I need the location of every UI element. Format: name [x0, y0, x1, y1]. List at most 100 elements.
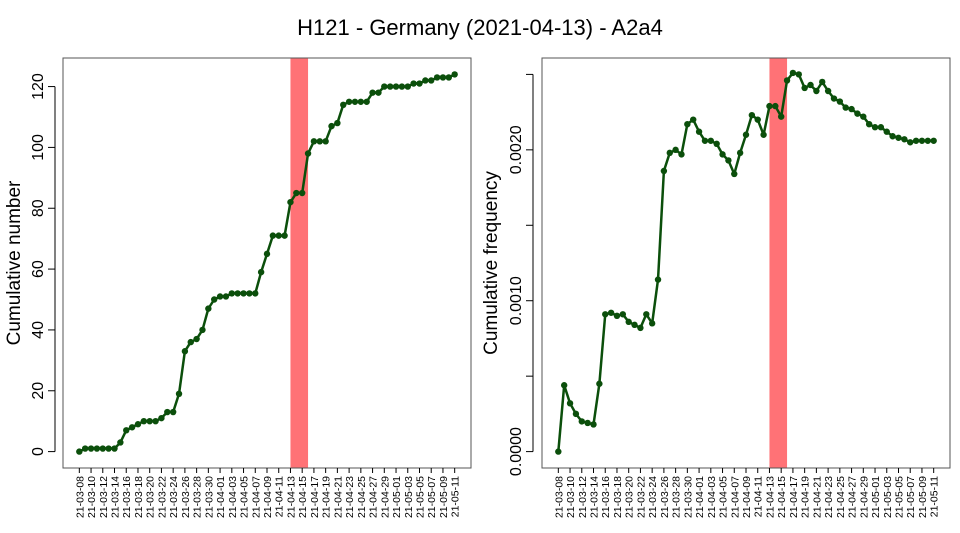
data-point [701, 137, 709, 144]
x-tick-label: 21-04-23 [823, 476, 835, 518]
data-point [398, 83, 406, 90]
data-point [328, 122, 335, 130]
y-tick-label: 0 [30, 447, 47, 456]
x-tick-label: 21-04-13 [764, 476, 776, 518]
data-point [181, 348, 189, 355]
data-point [381, 83, 388, 90]
chart-title: H121 - Germany (2021-04-13) - A2a4 [297, 15, 663, 40]
x-tick-label: 21-03-22 [635, 476, 647, 518]
data-point [672, 146, 679, 154]
data-point [924, 137, 932, 144]
data-point [357, 98, 365, 105]
data-point [363, 98, 370, 105]
data-point [760, 131, 767, 138]
x-tick-label: 21-04-21 [811, 476, 823, 518]
data-point [164, 408, 171, 416]
data-point [690, 116, 697, 123]
x-tick-label: 21-03-26 [659, 476, 671, 518]
x-tick-label: 21-04-09 [741, 476, 753, 518]
data-point [619, 311, 627, 318]
x-tick-label: 21-04-13 [285, 476, 297, 518]
data-point [169, 408, 177, 416]
data-point [719, 151, 726, 158]
data-point [877, 124, 885, 131]
data-point [637, 324, 644, 332]
data-point [666, 149, 673, 157]
data-point [707, 137, 715, 144]
x-tick-label: 21-03-12 [98, 476, 110, 518]
data-point [777, 113, 785, 120]
data-point [883, 128, 890, 135]
data-point [678, 151, 685, 158]
data-point [713, 140, 720, 148]
data-point [560, 382, 568, 389]
data-point [211, 296, 218, 303]
x-tick-label: 21-04-09 [262, 476, 274, 518]
data-point [404, 83, 411, 90]
y-tick-label: 60 [30, 260, 47, 278]
data-point [146, 417, 153, 425]
x-tick-label: 21-04-17 [309, 476, 321, 518]
x-tick-label: 21-03-18 [133, 476, 145, 518]
x-tick-label: 21-05-01 [870, 476, 882, 518]
data-point [304, 150, 312, 157]
data-point [736, 149, 744, 157]
data-point [158, 414, 165, 422]
data-point [433, 74, 441, 81]
data-point [123, 427, 130, 434]
x-tick-label: 21-04-11 [274, 476, 286, 517]
data-point [428, 77, 435, 84]
data-point [228, 290, 236, 297]
data-point [128, 424, 136, 431]
data-point [725, 157, 732, 164]
data-point [205, 305, 212, 312]
data-point [81, 445, 89, 452]
data-point [439, 74, 447, 81]
x-tick-label: 21-05-07 [905, 476, 917, 518]
data-point [584, 419, 591, 427]
x-tick-label: 21-04-19 [800, 476, 812, 518]
x-tick-label: 21-04-29 [858, 476, 870, 518]
x-tick-label: 21-03-22 [156, 476, 168, 518]
highlight-band [290, 58, 309, 468]
data-point [590, 421, 597, 428]
data-point [801, 84, 808, 92]
x-tick-label: 21-03-20 [624, 476, 636, 518]
data-point [105, 445, 112, 452]
data-point [87, 445, 95, 452]
data-point [807, 81, 814, 89]
data-point [451, 71, 458, 78]
x-tick-label: 21-04-03 [227, 476, 239, 518]
x-tick-label: 21-05-11 [450, 476, 462, 517]
x-tick-label: 21-04-05 [718, 476, 730, 518]
y-axis-title: Cumulative number [4, 180, 25, 345]
data-point [648, 320, 656, 327]
data-point [566, 400, 574, 407]
data-point [281, 232, 288, 239]
data-point [199, 326, 206, 334]
x-tick-label: 21-03-16 [121, 476, 133, 518]
data-point [607, 309, 615, 316]
x-tick-label: 21-03-28 [671, 476, 683, 518]
data-point [654, 276, 662, 283]
data-point [298, 189, 306, 197]
data-point [772, 102, 779, 110]
x-tick-label: 21-04-27 [847, 476, 859, 518]
x-tick-label: 21-04-17 [788, 476, 800, 518]
x-tick-label: 21-05-07 [426, 476, 438, 518]
data-point [824, 87, 832, 95]
data-point [252, 290, 259, 297]
y-tick-label: 100 [30, 134, 47, 161]
x-tick-label: 21-04-15 [776, 476, 788, 518]
data-point [789, 69, 797, 77]
data-point [901, 136, 908, 143]
data-point [625, 318, 632, 326]
x-tick-label: 21-03-30 [203, 476, 215, 518]
x-tick-label: 21-03-26 [180, 476, 192, 518]
data-point [854, 110, 861, 117]
y-tick-label: 80 [30, 199, 47, 217]
y-tick-label: 0.0010 [508, 276, 525, 325]
x-tick-label: 21-03-12 [577, 476, 589, 518]
x-tick-label: 21-04-29 [379, 476, 391, 518]
y-tick-label: 0.0000 [508, 427, 525, 476]
